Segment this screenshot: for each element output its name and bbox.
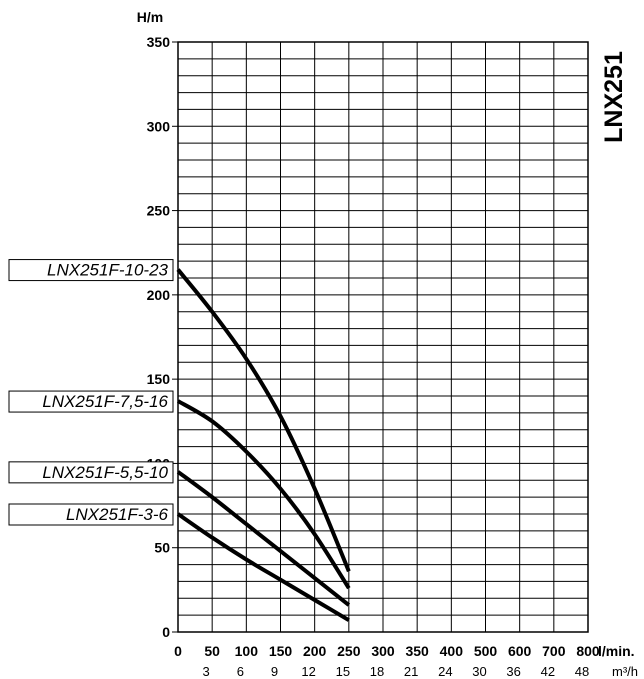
x-tick-label: 0 <box>174 643 182 659</box>
x-axis-secondary-ticks: 3 6 9 12 15 18 21 24 30 36 42 48 <box>203 664 590 679</box>
plot-border <box>177 41 589 633</box>
x-tick-label: 400 <box>440 643 464 659</box>
x-axis-secondary-label: m³/h <box>612 664 638 679</box>
series-label-box <box>8 259 174 282</box>
y-tick-label: 200 <box>147 287 171 303</box>
curve-LNX251F-10-23 <box>176 268 351 573</box>
series-label-LNX251F-5,5-10: LNX251F-5,5-10 <box>8 461 174 484</box>
x-axis-ticks: 0 50 100 150 200 250 300 350 400 500 600 700 800 <box>174 643 600 659</box>
series-label-box <box>8 390 174 413</box>
series-label-box <box>8 503 174 526</box>
x-tick-label: 250 <box>337 643 361 659</box>
x-secondary-tick-label: 36 <box>506 664 520 679</box>
chart-title: LNX251 <box>600 51 628 143</box>
curve-LNX251F-7,5-16 <box>176 399 351 590</box>
x-secondary-tick-label: 21 <box>404 664 418 679</box>
y-tick-label: 250 <box>147 203 171 219</box>
x-tick-label: 500 <box>474 643 498 659</box>
x-secondary-tick-label: 3 <box>203 664 210 679</box>
x-secondary-tick-label: 30 <box>472 664 486 679</box>
y-tick-label: 50 <box>154 540 170 556</box>
x-secondary-tick-label: 12 <box>301 664 315 679</box>
x-tick-label: 150 <box>269 643 293 659</box>
plot-frame <box>177 41 589 633</box>
curves <box>176 268 351 622</box>
x-secondary-tick-label: 6 <box>237 664 244 679</box>
x-tick-label: 50 <box>204 643 220 659</box>
x-axis-label: l/min. <box>598 643 635 659</box>
x-secondary-tick-label: 48 <box>575 664 589 679</box>
x-secondary-tick-label: 18 <box>370 664 384 679</box>
curve-LNX251F-5,5-10 <box>176 470 351 607</box>
x-tick-label: 600 <box>508 643 532 659</box>
series-label-text: LNX251F-5,5-10 <box>42 463 168 482</box>
series-label-LNX251F-10-23: LNX251F-10-23 <box>8 259 174 282</box>
x-tick-label: 300 <box>371 643 395 659</box>
series-label-box <box>8 461 174 484</box>
x-secondary-tick-label: 15 <box>336 664 350 679</box>
series-label-LNX251F-3-6: LNX251F-3-6 <box>8 503 174 526</box>
y-tick-label: 150 <box>147 371 171 387</box>
x-secondary-tick-label: 42 <box>541 664 555 679</box>
y-tick-label: 0 <box>162 624 170 640</box>
x-tick-label: 200 <box>303 643 327 659</box>
x-tick-label: 100 <box>235 643 259 659</box>
x-tick-label: 350 <box>405 643 429 659</box>
y-tick-label: 300 <box>147 118 171 134</box>
series-label-text: LNX251F-3-6 <box>66 505 169 524</box>
curve-LNX251F-3-6 <box>176 512 350 622</box>
y-tick-label: 350 <box>147 34 171 50</box>
x-secondary-tick-label: 24 <box>438 664 452 679</box>
series-label-text: LNX251F-7,5-16 <box>42 392 168 411</box>
x-tick-label: 700 <box>542 643 566 659</box>
series-label-LNX251F-7,5-16: LNX251F-7,5-16 <box>8 390 174 413</box>
grid <box>178 42 588 632</box>
x-secondary-tick-label: 9 <box>271 664 278 679</box>
series-labels: LNX251F-10-23 LNX251F-7,5-16 LNX251F-5,5-1… <box>8 259 174 526</box>
series-label-text: LNX251F-10-23 <box>47 261 169 280</box>
y-axis-label: H/m <box>137 9 163 25</box>
x-tick-label: 800 <box>576 643 600 659</box>
